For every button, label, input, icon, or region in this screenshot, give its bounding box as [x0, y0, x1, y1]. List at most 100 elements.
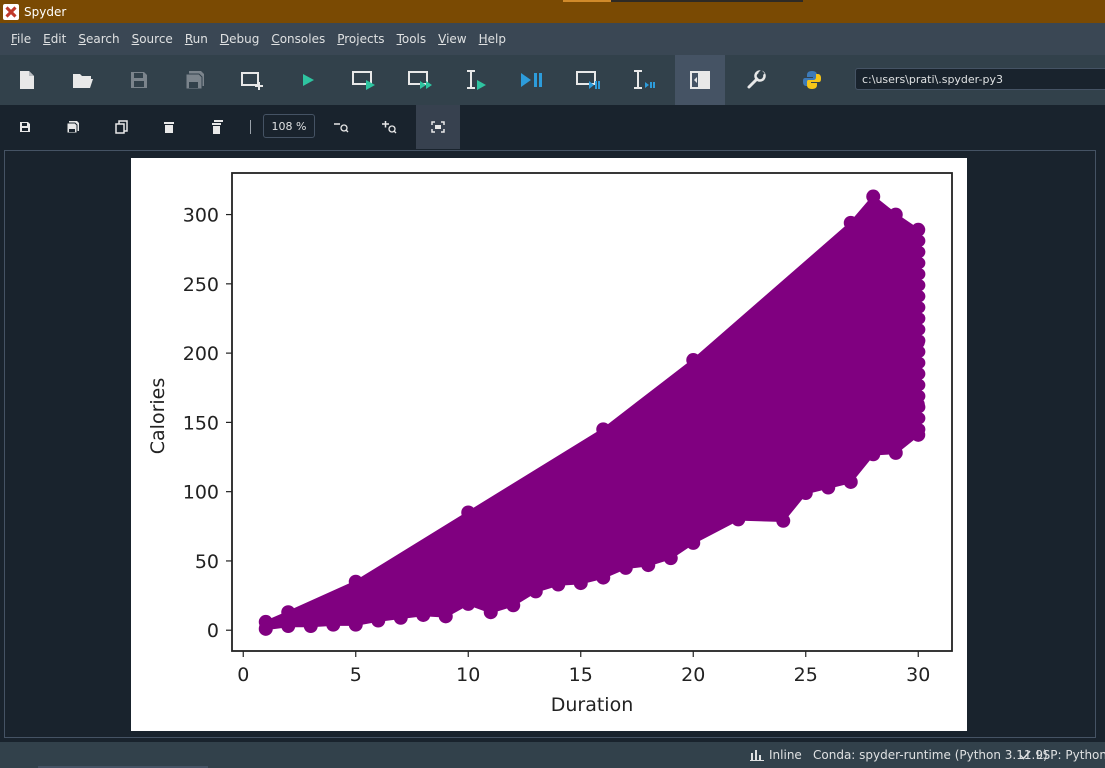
- save-file-button[interactable]: [114, 55, 164, 105]
- save-all-plots-button[interactable]: [51, 105, 95, 149]
- run-cell-advance-icon: [408, 71, 432, 89]
- menu-debug[interactable]: Debug: [219, 32, 260, 46]
- series-marker: [618, 560, 633, 575]
- menu-file[interactable]: File: [11, 32, 32, 46]
- series-marker: [866, 331, 880, 345]
- python-path-button[interactable]: [787, 55, 837, 105]
- run-file-icon: [303, 74, 314, 86]
- new-file-button[interactable]: [2, 55, 52, 105]
- series-marker: [913, 268, 926, 281]
- series-marker: [843, 215, 858, 230]
- y-tick-label: 150: [183, 412, 219, 434]
- x-tick-label: 25: [794, 664, 818, 686]
- series-marker: [731, 483, 745, 497]
- menu-help[interactable]: Help: [478, 32, 506, 46]
- series-marker: [889, 374, 903, 388]
- series-marker: [461, 569, 475, 583]
- title-tab-strip: [563, 0, 803, 2]
- remove-all-plots-button[interactable]: [195, 105, 239, 149]
- x-tick-label: 15: [569, 664, 593, 686]
- plot-figure: 0 5 10 15 20 25 30 0 50 100 150 200 250 300 Duration …: [131, 158, 967, 731]
- x-tick-label: 0: [237, 664, 249, 686]
- fit-plot-button[interactable]: [416, 105, 460, 149]
- lsp-label: LSP: Python: [1036, 748, 1105, 762]
- debug-icon: [521, 73, 542, 87]
- maximize-pane-icon: [690, 71, 710, 89]
- run-cell-advance-button[interactable]: [395, 55, 445, 105]
- series-marker: [911, 366, 925, 380]
- y-tick-label: 250: [183, 274, 219, 296]
- series-marker: [348, 574, 363, 589]
- x-tick-label: 5: [350, 664, 362, 686]
- open-file-button[interactable]: [58, 55, 108, 105]
- new-cell-icon: [241, 72, 263, 90]
- series-marker: [889, 410, 903, 424]
- menu-view[interactable]: View: [438, 32, 467, 46]
- zoom-in-button[interactable]: [367, 105, 411, 149]
- plots-scrollbar[interactable]: [1097, 150, 1105, 738]
- remove-plot-button[interactable]: [147, 105, 191, 149]
- maximize-pane-button[interactable]: [675, 55, 725, 105]
- series-marker: [483, 605, 498, 620]
- save-file-icon: [131, 72, 147, 88]
- series-marker: [529, 548, 543, 562]
- series-marker: [754, 480, 768, 494]
- new-cell-button[interactable]: [227, 55, 277, 105]
- series-marker: [888, 207, 903, 222]
- series-marker: [686, 508, 700, 522]
- series-marker: [866, 189, 881, 204]
- menu-tools[interactable]: Tools: [396, 32, 427, 46]
- save-plot-button[interactable]: [3, 105, 47, 149]
- remove-all-plots-icon: [212, 120, 223, 134]
- plots-toolbar: [0, 105, 1105, 149]
- series-marker: [326, 617, 341, 632]
- copy-plot-button[interactable]: [99, 105, 143, 149]
- menu-consoles[interactable]: Consoles: [271, 32, 326, 46]
- menu-search[interactable]: Search: [78, 32, 120, 46]
- toolbar-separator: [250, 120, 251, 134]
- series-marker: [913, 234, 926, 247]
- debug-button[interactable]: [507, 55, 557, 105]
- series-marker: [686, 481, 700, 495]
- preferences-button[interactable]: [731, 55, 781, 105]
- series-marker: [281, 615, 295, 629]
- save-all-icon: [185, 71, 204, 90]
- working-directory-input[interactable]: c:\users\prati\.spyder-py3: [855, 68, 1105, 90]
- debug-cell-button[interactable]: [563, 55, 613, 105]
- zoom-out-button[interactable]: [319, 105, 363, 149]
- bar-chart-icon: [750, 750, 764, 761]
- plot-frame: [231, 172, 953, 652]
- menu-projects[interactable]: Projects: [337, 32, 385, 46]
- zoom-value-field[interactable]: 108 %: [263, 114, 315, 138]
- menu-source[interactable]: Source: [131, 32, 173, 46]
- conda-env-status[interactable]: Conda: spyder-runtime (Python 3.11.9): [813, 748, 1048, 762]
- run-cell-icon: [352, 71, 375, 90]
- series-band: [265, 196, 919, 629]
- series-marker: [821, 444, 835, 458]
- save-all-button[interactable]: [170, 55, 220, 105]
- menu-edit[interactable]: Edit: [43, 32, 67, 46]
- series-marker: [913, 279, 926, 292]
- series-marker: [528, 584, 543, 599]
- series-marker: [304, 612, 318, 626]
- run-selection-button[interactable]: [451, 55, 501, 105]
- menu-run[interactable]: Run: [184, 32, 208, 46]
- series-marker: [888, 445, 903, 460]
- series-marker: [641, 558, 656, 573]
- series-marker: [438, 609, 453, 624]
- window-title: Spyder: [24, 4, 67, 19]
- series-marker: [913, 312, 926, 325]
- series-marker: [911, 222, 926, 237]
- series-marker: [596, 526, 610, 540]
- series-marker: [686, 454, 700, 468]
- series-marker: [259, 620, 273, 634]
- debug-selection-button[interactable]: [619, 55, 669, 105]
- debug-selection-icon: [634, 70, 655, 89]
- lsp-status[interactable]: LSP: Python: [1019, 748, 1105, 762]
- series-marker: [843, 474, 858, 489]
- y-tick-label: 50: [195, 551, 219, 573]
- run-file-button[interactable]: [283, 55, 333, 105]
- series-marker: [798, 486, 813, 501]
- inline-backend-status[interactable]: Inline: [750, 748, 802, 762]
- run-cell-button[interactable]: [339, 55, 389, 105]
